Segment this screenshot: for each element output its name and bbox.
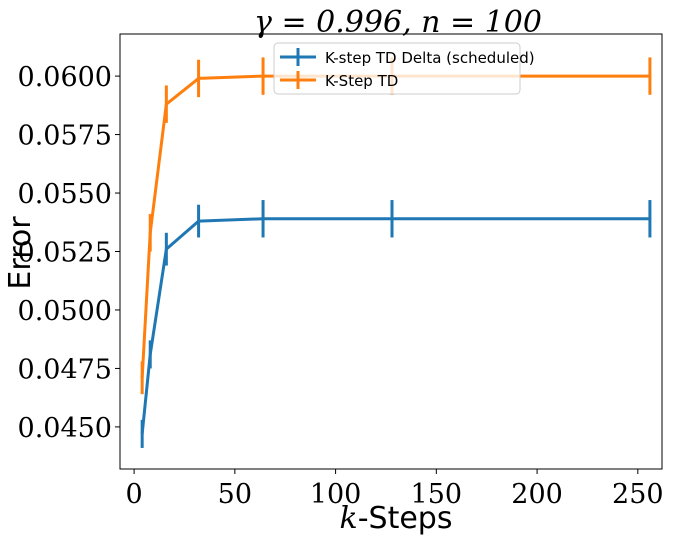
- y-tick-label: 0.0475: [18, 354, 112, 385]
- legend: K-step TD Delta (scheduled) K-Step TD: [273, 42, 535, 95]
- axes-frame: [119, 33, 663, 470]
- legend-label: K-Step TD: [325, 72, 398, 90]
- y-tick-label: 0.0550: [18, 179, 112, 210]
- y-tick-label: 0.0500: [18, 296, 112, 327]
- y-tick-label: 0.0450: [18, 413, 112, 444]
- legend-entry-k-step-td-delta: K-step TD Delta (scheduled): [280, 48, 535, 67]
- x-axis-ticks: 0 50 100 150 200 250: [126, 469, 664, 510]
- x-tick-label: 150: [411, 479, 463, 510]
- y-tick-label: 0.0575: [18, 121, 112, 152]
- y-tick-label: 0.0600: [18, 62, 112, 93]
- x-axis-label-variable: k: [340, 501, 358, 536]
- x-tick-label: 0: [126, 479, 143, 510]
- legend-box: [273, 42, 521, 95]
- x-tick-label: 250: [612, 479, 664, 510]
- series-0: [140, 200, 652, 448]
- x-tick-label: 50: [218, 479, 252, 510]
- legend-entry-k-step-td: K-Step TD: [280, 71, 398, 90]
- x-axis-label-text: -Steps: [358, 501, 453, 536]
- series-1: [140, 57, 652, 395]
- y-tick-label: 0.0525: [18, 238, 112, 269]
- series-line: [140, 74, 650, 378]
- plot-area: [140, 57, 652, 448]
- legend-label: K-step TD Delta (scheduled): [325, 49, 535, 67]
- x-axis-label: k-Steps: [340, 501, 453, 536]
- x-tick-label: 100: [310, 479, 362, 510]
- series-line: [140, 217, 650, 435]
- y-axis-ticks: 0.0450 0.0475 0.0500 0.0525 0.0550 0.0575 0.06…: [18, 62, 120, 444]
- y-axis-label: Error: [3, 216, 38, 290]
- chart-title: γ = 0.996, n = 100: [254, 5, 542, 40]
- x-tick-label: 200: [511, 479, 563, 510]
